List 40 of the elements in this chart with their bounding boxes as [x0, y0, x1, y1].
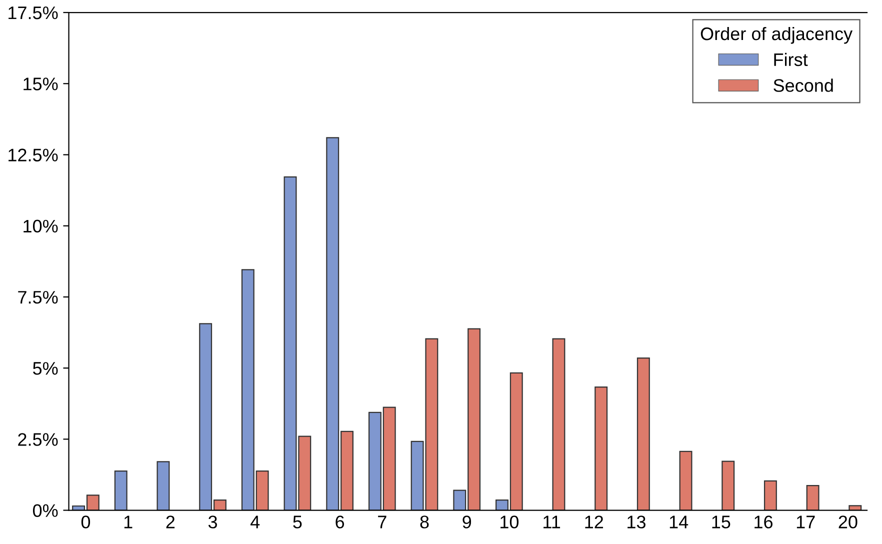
- x-tick-label: 12: [585, 516, 604, 528]
- x-tick-label: 14: [670, 516, 688, 528]
- bar: [114, 470, 128, 510]
- y-tick-label: 0%: [32, 504, 58, 517]
- x-tick-label: 16: [754, 516, 773, 528]
- legend-label: First: [774, 52, 808, 66]
- x-tick-label: 20: [838, 516, 858, 528]
- y-tick-label: 17.5%: [8, 6, 58, 20]
- x-tick-label: 4: [250, 516, 260, 528]
- x-tick-label: 7: [378, 516, 386, 528]
- x-tick-label: 1: [124, 516, 132, 528]
- y-tick-label: 10%: [24, 220, 58, 233]
- x-tick-label: 15: [712, 516, 730, 528]
- y-tick-label: 2.5%: [18, 433, 58, 446]
- x-tick-label: 5: [293, 516, 302, 528]
- bar: [764, 480, 777, 510]
- bar: [848, 505, 862, 510]
- x-tick-label: 17: [796, 516, 815, 528]
- y-tick-label: 15%: [24, 78, 58, 90]
- x-tick-label: 2: [166, 516, 175, 528]
- x-tick-label: 11: [544, 516, 560, 528]
- y-tick-label: 7.5%: [18, 290, 58, 304]
- bar: [594, 386, 608, 510]
- y-tick-label: 12.5%: [8, 148, 58, 162]
- bar: [156, 461, 170, 510]
- x-tick-label: 9: [462, 516, 472, 528]
- x-tick-label: 3: [208, 516, 217, 528]
- x-tick-label: 10: [500, 516, 519, 528]
- legend-title: Order of adjacency: [700, 26, 853, 44]
- legend-label: Second: [774, 78, 833, 92]
- bar: [806, 484, 820, 510]
- y-tick-label: 5%: [33, 362, 58, 375]
- bar: [722, 460, 735, 510]
- x-tick-label: 6: [336, 516, 344, 528]
- bar: [552, 338, 566, 510]
- x-tick-label: 13: [628, 516, 646, 528]
- x-tick-label: 8: [420, 516, 429, 528]
- bar: [679, 450, 692, 510]
- x-tick-label: 0: [81, 516, 90, 528]
- bar: [636, 358, 650, 510]
